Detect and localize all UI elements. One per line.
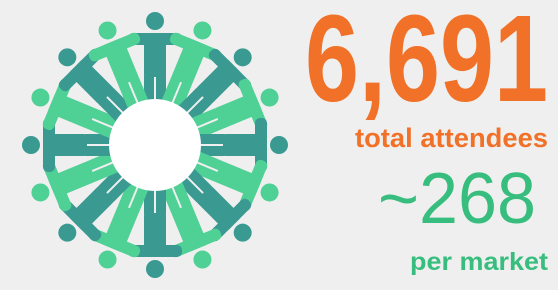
person-head <box>22 136 40 154</box>
person-head <box>146 260 164 278</box>
per-market-label: per market <box>410 248 549 276</box>
person-torso <box>144 33 166 77</box>
person-torso <box>223 134 267 156</box>
infographic: 6,691 total attendees ~268 per market <box>0 0 558 290</box>
page: {"stats": [{"value": "6,691", "label": "… <box>0 0 558 290</box>
person-leg <box>197 134 227 144</box>
total-value: 6,691 <box>305 0 548 128</box>
ring-center <box>109 99 201 191</box>
total-label: total attendees <box>355 123 548 153</box>
person-leg <box>156 187 166 217</box>
per-market-value: ~268 <box>378 159 536 239</box>
people-ring-icon <box>22 12 288 278</box>
person-torso <box>43 134 87 156</box>
person-torso <box>144 213 166 257</box>
person-head <box>270 136 288 154</box>
person-head <box>146 12 164 30</box>
person-leg <box>83 146 113 156</box>
